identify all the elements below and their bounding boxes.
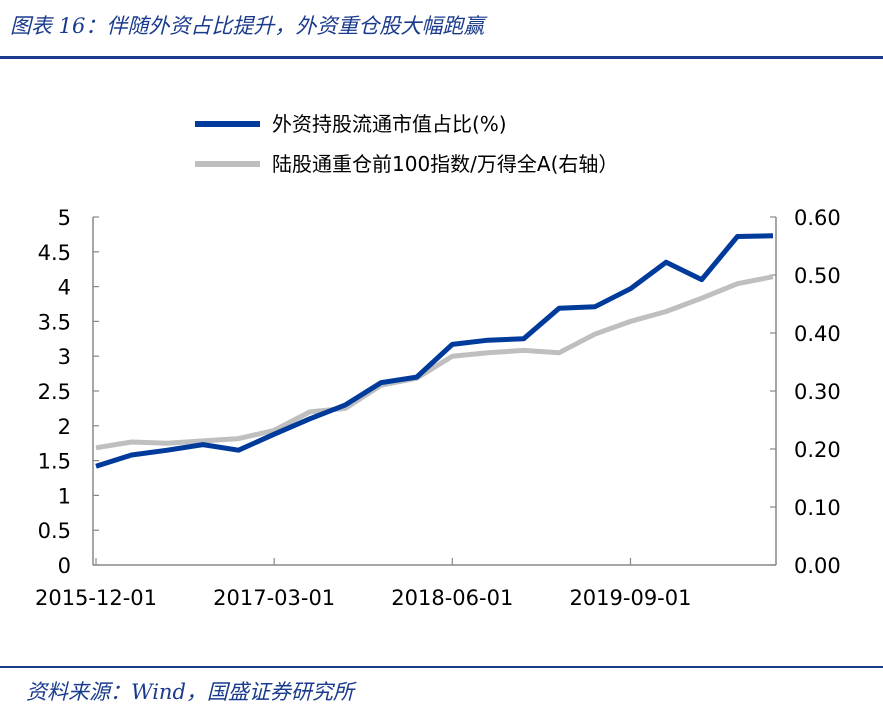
- x-axis-tick-label: 2017-03-01: [213, 586, 335, 610]
- figure-title: 图表 16：伴随外资占比提升，外资重仓股大幅跑赢: [10, 14, 485, 38]
- legend-label-index-ratio: 陆股通重仓前100指数/万得全A(右轴）: [272, 152, 618, 176]
- right-axis-tick-label: 0.60: [794, 206, 841, 230]
- left-axis-tick-label: 3.5: [38, 310, 71, 334]
- right-axis-tick-label: 0.30: [794, 380, 841, 404]
- legend: 外资持股流通市值占比(%) 陆股通重仓前100指数/万得全A(右轴）: [195, 112, 618, 176]
- x-axis-tick-label: 2018-06-01: [391, 586, 513, 610]
- series-layer: [95, 233, 774, 469]
- left-axis-tick-label: 2.5: [38, 380, 71, 404]
- right-axis-tick-label: 0.50: [794, 264, 841, 288]
- left-axis-tick-label: 1: [58, 484, 71, 508]
- x-axis-tick-label: 2019-09-01: [569, 586, 691, 610]
- left-axis-tick-label: 1.5: [38, 450, 71, 474]
- legend-label-foreign-holding: 外资持股流通市值占比(%): [272, 112, 507, 136]
- right-axis-tick-label: 0.20: [794, 438, 841, 462]
- right-axis-tick-label: 0.10: [794, 496, 841, 520]
- left-axis-tick-label: 4.5: [38, 241, 71, 265]
- bottom-rule: [0, 666, 883, 668]
- series-line-foreign-holding: [95, 233, 774, 469]
- line-chart: 外资持股流通市值占比(%) 陆股通重仓前100指数/万得全A(右轴） 5 4.5 4 3…: [35, 112, 841, 610]
- left-axis-tick-label: 5: [58, 206, 71, 230]
- left-axis-tick-label: 3: [58, 345, 71, 369]
- left-axis-tick-label: 0: [58, 554, 71, 578]
- x-axis-tick-label: 2015-12-01: [35, 586, 157, 610]
- left-axis-tick-label: 2: [58, 415, 71, 439]
- left-axis-tick-label: 0.5: [38, 519, 71, 543]
- series-line-index-ratio: [95, 274, 774, 451]
- top-rule: [0, 56, 883, 59]
- right-axis-tick-label: 0.40: [794, 322, 841, 346]
- axes: 54.543.532.521.510.500.600.500.400.300.2…: [35, 206, 841, 610]
- left-axis-tick-label: 4: [58, 276, 71, 300]
- right-axis-tick-label: 0.00: [794, 554, 841, 578]
- source-note: 资料来源：Wind，国盛证券研究所: [26, 680, 354, 704]
